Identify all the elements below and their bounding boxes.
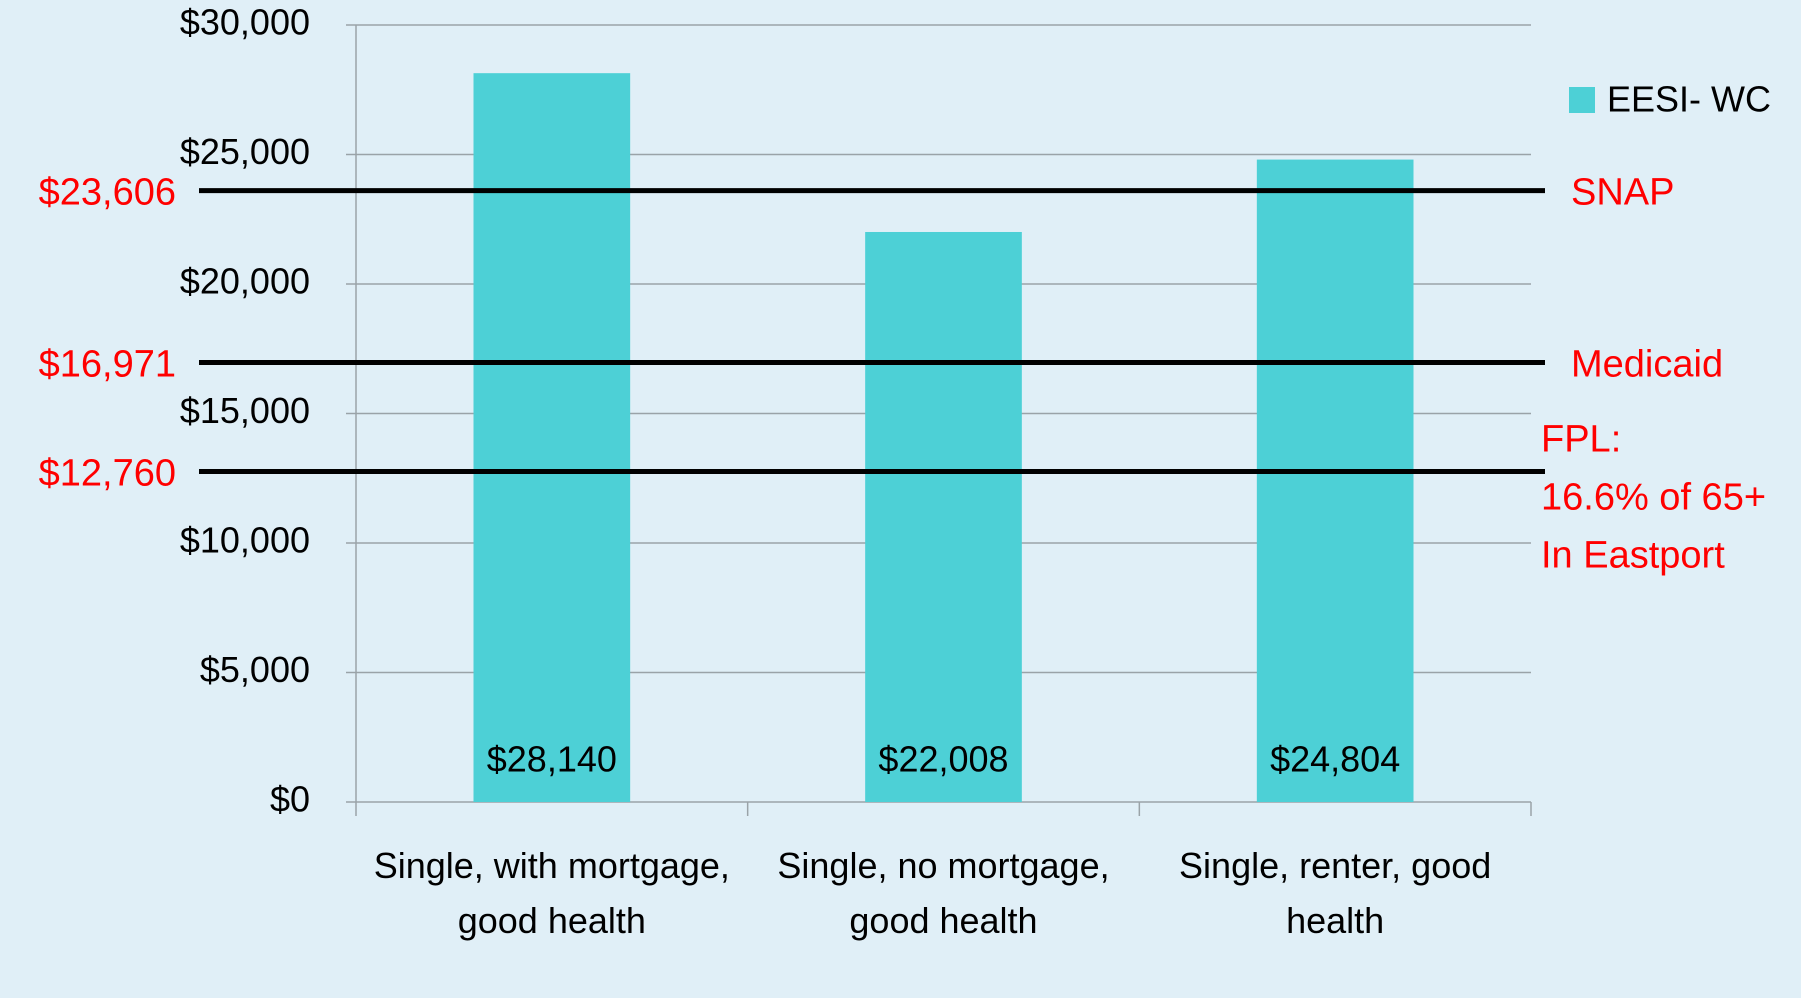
reference-label: Medicaid xyxy=(1571,343,1723,385)
y-tick-label: $0 xyxy=(270,779,310,820)
reference-value-label: $23,606 xyxy=(39,172,176,214)
legend-swatch xyxy=(1569,87,1595,113)
y-tick-label: $5,000 xyxy=(200,649,310,690)
x-tick-label: Single, renter, good health xyxy=(1179,845,1492,941)
reference-label: In Eastport xyxy=(1541,535,1725,577)
y-tick-label: $10,000 xyxy=(180,520,310,561)
reference-label: SNAP xyxy=(1571,172,1674,214)
y-tick-label: $30,000 xyxy=(180,2,310,43)
bar-value-label: $22,008 xyxy=(878,739,1008,780)
reference-label: FPL: xyxy=(1541,419,1621,461)
x-tick-label: Single, no mortgage, good health xyxy=(777,845,1110,941)
x-tick-label: Single, with mortgage, good health xyxy=(373,845,730,941)
bar-value-label: $24,804 xyxy=(1270,739,1400,780)
legend-label: EESI- WC xyxy=(1607,79,1771,120)
reference-value-label: $12,760 xyxy=(39,453,176,495)
y-tick-label: $25,000 xyxy=(180,131,310,172)
y-tick-label: $15,000 xyxy=(180,390,310,431)
y-tick-label: $20,000 xyxy=(180,261,310,302)
reference-value-label: $16,971 xyxy=(39,343,176,385)
bar xyxy=(865,231,1022,802)
bar xyxy=(473,73,631,802)
reference-label: 16.6% of 65+ xyxy=(1541,477,1766,519)
bar-value-label: $28,140 xyxy=(487,739,617,780)
bar xyxy=(1256,159,1414,802)
